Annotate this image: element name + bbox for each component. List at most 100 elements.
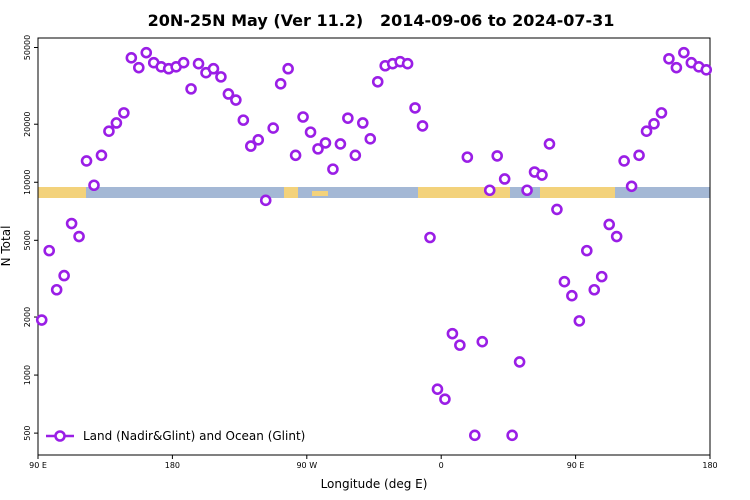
y-tick-label: 5000 — [23, 230, 32, 250]
plot-frame — [37, 37, 711, 456]
data-point — [252, 134, 265, 146]
data-point — [468, 429, 481, 442]
x-tick-label: 90 E — [567, 461, 585, 470]
data-point — [177, 56, 190, 69]
data-point — [140, 46, 153, 59]
data-point — [625, 180, 638, 193]
data-point — [633, 149, 645, 162]
data-point — [118, 107, 130, 119]
data-point — [327, 163, 339, 175]
y-tick-label: 20000 — [23, 111, 32, 136]
data-point — [58, 269, 70, 282]
data-point — [536, 169, 548, 181]
data-point — [521, 184, 533, 197]
data-point — [297, 111, 309, 123]
data-point — [192, 57, 205, 70]
data-point — [371, 75, 384, 88]
data-point — [349, 149, 362, 162]
land-band — [38, 187, 86, 198]
data-point — [110, 117, 123, 129]
data-point — [551, 203, 563, 216]
data-point — [364, 133, 377, 145]
data-point — [312, 143, 324, 155]
y-tick-label: 1000 — [23, 365, 32, 385]
data-point — [454, 339, 466, 351]
data-point — [610, 230, 623, 243]
x-tick-label: 180 — [702, 461, 717, 470]
land-band — [418, 187, 510, 198]
data-point — [678, 46, 690, 59]
data-point — [431, 383, 444, 395]
y-axis-label: N Total — [0, 226, 13, 267]
land-band — [540, 187, 615, 198]
legend-label: Land (Nadir&Glint) and Ocean (Glint) — [83, 429, 305, 443]
data-point — [655, 107, 668, 119]
data-point — [446, 327, 459, 340]
data-point — [566, 289, 578, 302]
data-point — [476, 335, 489, 348]
data-point — [588, 283, 601, 296]
land-band — [284, 187, 298, 198]
data-point — [207, 62, 220, 75]
data-point — [35, 314, 48, 326]
data-point — [222, 88, 235, 100]
data-point — [267, 122, 280, 134]
data-point — [289, 149, 302, 162]
data-point — [648, 117, 660, 130]
data-point — [663, 52, 675, 65]
data-point — [483, 184, 496, 197]
data-point — [282, 62, 294, 75]
data-point — [230, 94, 242, 106]
x-tick-label: 0 — [439, 461, 444, 470]
legend-marker — [54, 430, 66, 442]
data-point — [580, 244, 593, 257]
data-point — [558, 275, 571, 288]
data-point — [700, 64, 713, 76]
data-point — [498, 173, 511, 185]
y-tick-label: 500 — [23, 425, 32, 440]
data-point — [595, 270, 608, 283]
data-point — [80, 155, 93, 167]
data-point — [409, 102, 421, 114]
data-point — [334, 138, 347, 150]
data-point — [342, 112, 354, 124]
data-point — [401, 57, 414, 70]
data-point — [439, 393, 451, 405]
data-point — [133, 61, 145, 74]
data-point — [274, 78, 287, 90]
map-strip — [38, 187, 710, 198]
y-tick-label: 2000 — [23, 307, 32, 327]
data-point — [50, 283, 63, 296]
data-point — [215, 71, 227, 83]
y-tick-label: 10000 — [23, 170, 32, 195]
data-point — [670, 61, 683, 74]
data-point — [543, 138, 556, 150]
data-point — [65, 217, 78, 230]
y-tick-label: 50000 — [23, 35, 32, 60]
data-point — [461, 151, 474, 163]
data-point — [95, 149, 108, 162]
data-point — [356, 117, 369, 129]
data-point — [259, 194, 272, 207]
data-point — [304, 126, 317, 138]
data-point — [424, 231, 436, 244]
data-point — [185, 83, 197, 95]
data-point — [513, 356, 526, 368]
ocean-band — [38, 187, 710, 198]
data-point — [603, 218, 616, 231]
data-point — [245, 140, 257, 152]
data-point — [506, 429, 518, 442]
data-point — [319, 137, 332, 149]
data-point — [88, 179, 100, 192]
land-band — [312, 191, 328, 196]
data-point — [43, 244, 56, 257]
data-point — [125, 52, 138, 64]
data-point — [640, 125, 653, 137]
x-tick-label: 180 — [165, 461, 180, 470]
x-tick-label: 90 E — [29, 461, 47, 470]
data-point — [103, 125, 115, 137]
chart-title: 20N-25N May (Ver 11.2) 2014-09-06 to 202… — [148, 11, 615, 30]
data-point — [73, 230, 85, 243]
x-tick-label: 90 W — [296, 461, 317, 470]
